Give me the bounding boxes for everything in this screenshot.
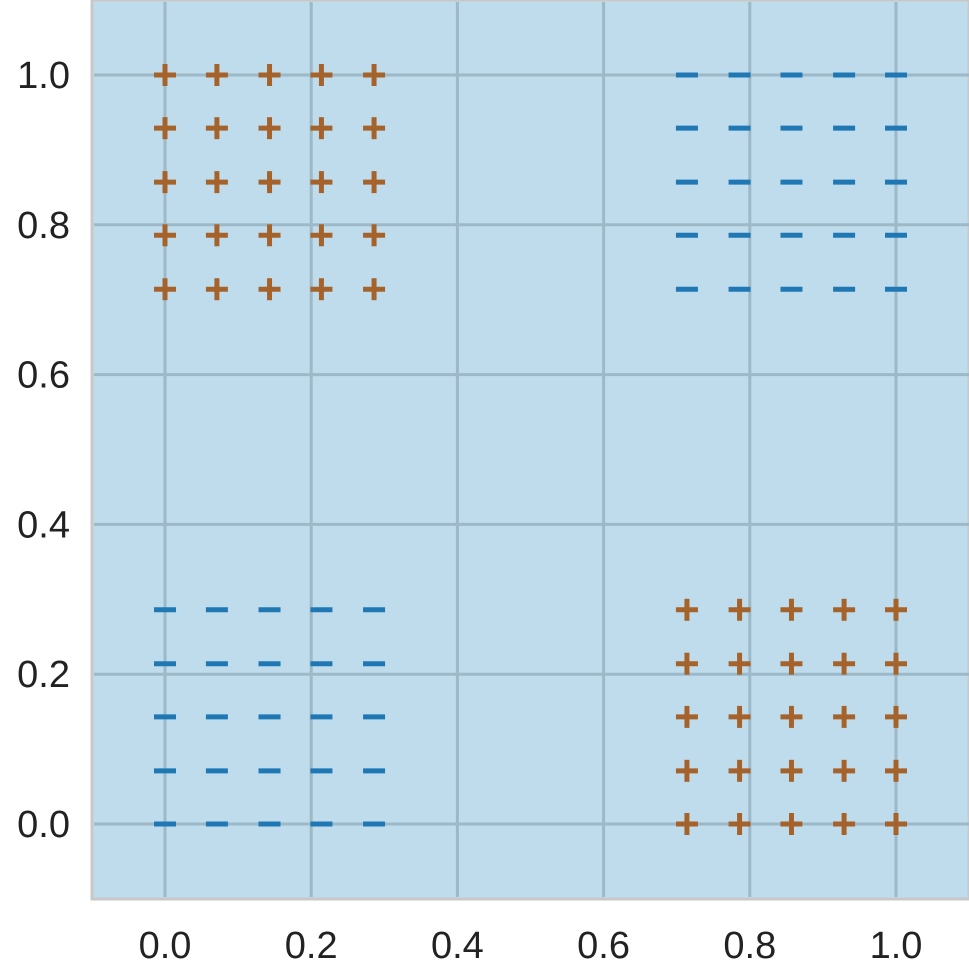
plus-marker <box>728 813 751 835</box>
plus-marker <box>728 598 751 621</box>
plot-background <box>90 0 969 901</box>
y-tick-label: 1.0 <box>17 55 70 97</box>
y-tick-label: 0.0 <box>17 804 70 846</box>
plus-marker <box>780 759 803 782</box>
grid-lines <box>94 2 969 897</box>
plus-marker <box>154 278 176 301</box>
x-axis-ticks: 0.0 0.2 0.4 0.6 0.8 1.0 <box>139 925 923 967</box>
plus-marker <box>363 278 386 301</box>
plus-marker <box>205 224 228 247</box>
plus-marker <box>728 759 751 782</box>
y-tick-label: 0.2 <box>17 654 70 696</box>
plus-marker <box>205 117 228 140</box>
plus-marker <box>780 598 803 621</box>
y-tick-label: 0.4 <box>17 504 70 546</box>
plus-marker <box>885 759 907 782</box>
x-tick-label: 0.4 <box>431 925 484 967</box>
x-tick-label: 0.8 <box>723 925 776 967</box>
plus-marker <box>780 652 803 675</box>
plus-marker <box>363 64 386 86</box>
x-tick-label: 0.2 <box>285 925 338 967</box>
plus-marker <box>154 171 176 194</box>
plus-marker <box>780 705 803 728</box>
plus-marker <box>833 759 856 782</box>
y-tick-label: 0.6 <box>17 355 70 397</box>
plus-marker <box>780 813 803 835</box>
plus-marker <box>205 278 228 301</box>
plus-marker <box>675 705 698 728</box>
plus-marker <box>885 652 907 675</box>
plus-marker <box>885 598 907 621</box>
plus-marker <box>363 224 386 247</box>
plus-marker <box>728 652 751 675</box>
plus-marker <box>833 705 856 728</box>
plus-marker <box>205 64 228 86</box>
x-tick-label: 0.6 <box>577 925 630 967</box>
y-tick-label: 0.8 <box>17 205 70 247</box>
data-markers <box>154 64 907 835</box>
plus-marker <box>258 224 281 247</box>
plus-marker <box>675 652 698 675</box>
plus-marker <box>258 278 281 301</box>
plus-marker <box>885 813 907 835</box>
plus-marker <box>675 598 698 621</box>
plus-marker <box>205 171 228 194</box>
plus-marker <box>310 224 333 247</box>
plus-marker <box>154 224 176 247</box>
plus-marker <box>310 278 333 301</box>
plus-marker <box>310 171 333 194</box>
plus-marker <box>363 117 386 140</box>
plus-marker <box>154 64 176 86</box>
plus-marker <box>310 117 333 140</box>
plus-marker <box>258 171 281 194</box>
plus-marker <box>363 171 386 194</box>
plus-marker <box>885 705 907 728</box>
plus-marker <box>728 705 751 728</box>
plus-marker <box>833 598 856 621</box>
x-tick-label: 1.0 <box>870 925 923 967</box>
plus-marker <box>154 117 176 140</box>
plus-marker <box>310 64 333 86</box>
plus-marker <box>258 117 281 140</box>
plus-marker <box>833 813 856 835</box>
x-tick-label: 0.0 <box>139 925 192 967</box>
y-axis-ticks: 0.0 0.2 0.4 0.6 0.8 1.0 <box>17 55 70 846</box>
plus-marker <box>833 652 856 675</box>
plus-marker <box>675 813 698 835</box>
plus-marker <box>675 759 698 782</box>
plus-marker <box>258 64 281 86</box>
